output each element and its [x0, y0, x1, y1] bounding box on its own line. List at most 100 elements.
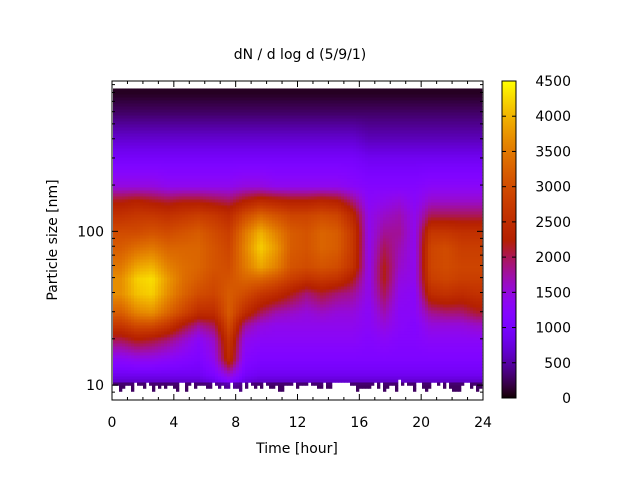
heatmap-cell: [203, 298, 207, 302]
heatmap-cell: [176, 283, 180, 287]
heatmap-cell: [176, 145, 180, 149]
heatmap-cell: [200, 145, 204, 149]
heatmap-cell: [131, 169, 135, 173]
heatmap-cell: [182, 100, 186, 104]
heatmap-cell: [191, 208, 195, 212]
heatmap-cell: [251, 211, 255, 215]
heatmap-cell: [182, 166, 186, 170]
heatmap-cell: [260, 220, 264, 224]
heatmap-cell: [191, 340, 195, 344]
heatmap-cell: [218, 106, 222, 110]
heatmap-cell: [251, 316, 255, 320]
heatmap-cell: [257, 349, 261, 353]
heatmap-cell: [209, 343, 213, 347]
heatmap-cell: [146, 223, 150, 227]
heatmap-cell: [119, 217, 123, 221]
heatmap-cell: [140, 91, 144, 95]
heatmap-cell: [248, 250, 252, 254]
heatmap-cell: [260, 331, 264, 335]
heatmap-cell: [179, 109, 183, 113]
heatmap-cell: [206, 313, 210, 317]
heatmap-cell: [176, 331, 180, 335]
heatmap-cell: [251, 199, 255, 203]
heatmap-cell: [242, 319, 246, 323]
heatmap-cell: [251, 181, 255, 185]
heatmap-cell: [161, 196, 165, 200]
heatmap-cell: [215, 172, 219, 176]
heatmap-cell: [113, 322, 117, 326]
heatmap-cell: [113, 304, 117, 308]
heatmap-cell: [260, 280, 264, 284]
heatmap-cell: [170, 346, 174, 350]
heatmap-cell: [119, 157, 123, 161]
heatmap-cell: [248, 289, 252, 293]
heatmap-cell: [194, 283, 198, 287]
heatmap-cell: [152, 247, 156, 251]
heatmap-cell: [233, 130, 237, 134]
heatmap-cell: [164, 310, 168, 314]
heatmap-cell: [242, 205, 246, 209]
heatmap-cell: [227, 151, 231, 155]
heatmap-cell: [149, 277, 153, 281]
heatmap-cell: [209, 346, 213, 350]
heatmap-cell: [203, 172, 207, 176]
heatmap-cell: [203, 238, 207, 242]
heatmap-cell: [194, 112, 198, 116]
heatmap-cell: [233, 235, 237, 239]
heatmap-cell: [179, 229, 183, 233]
heatmap-cell: [218, 220, 222, 224]
heatmap-cell: [221, 130, 225, 134]
heatmap-cell: [137, 379, 141, 383]
heatmap-cell: [200, 208, 204, 212]
heatmap-cell: [197, 271, 201, 275]
heatmap-cell: [242, 370, 246, 374]
heatmap-cell: [254, 253, 258, 257]
heatmap-cell: [143, 292, 147, 296]
heatmap-cell: [242, 133, 246, 137]
heatmap-cell: [152, 325, 156, 329]
heatmap-cell: [143, 184, 147, 188]
heatmap-cell: [134, 172, 138, 176]
heatmap-cell: [260, 319, 264, 323]
heatmap-cell: [257, 220, 261, 224]
heatmap-cell: [128, 301, 132, 305]
heatmap-cell: [179, 259, 183, 263]
heatmap-cell: [149, 289, 153, 293]
heatmap-cell: [206, 232, 210, 236]
heatmap-cell: [242, 178, 246, 182]
heatmap-cell: [164, 277, 168, 281]
heatmap-cell: [236, 328, 240, 332]
heatmap-cell: [119, 355, 123, 359]
heatmap-cell: [227, 229, 231, 233]
heatmap-cell: [134, 280, 138, 284]
heatmap-cell: [191, 187, 195, 191]
heatmap-cell: [149, 286, 153, 290]
heatmap-cell: [164, 175, 168, 179]
heatmap-cell: [185, 166, 189, 170]
heatmap-cell: [194, 274, 198, 278]
heatmap-cell: [251, 136, 255, 140]
heatmap-cell: [197, 112, 201, 116]
heatmap-cell: [137, 334, 141, 338]
heatmap-cell: [182, 94, 186, 98]
heatmap-cell: [212, 286, 216, 290]
heatmap-cell: [227, 130, 231, 134]
heatmap-cell: [200, 214, 204, 218]
heatmap-cell: [218, 382, 222, 386]
heatmap-cell: [245, 280, 249, 284]
heatmap-cell: [146, 241, 150, 245]
heatmap-cell: [125, 151, 129, 155]
heatmap-cell: [134, 277, 138, 281]
heatmap-cell: [122, 286, 126, 290]
heatmap-cell: [155, 148, 159, 152]
heatmap-cell: [233, 109, 237, 113]
heatmap-cell: [176, 313, 180, 317]
heatmap-cell: [251, 220, 255, 224]
heatmap-cell: [191, 313, 195, 317]
heatmap-cell: [131, 319, 135, 323]
heatmap-cell: [122, 265, 126, 269]
heatmap-cell: [254, 133, 258, 137]
heatmap-cell: [194, 121, 198, 125]
heatmap-cell: [221, 373, 225, 377]
heatmap-cell: [227, 325, 231, 329]
